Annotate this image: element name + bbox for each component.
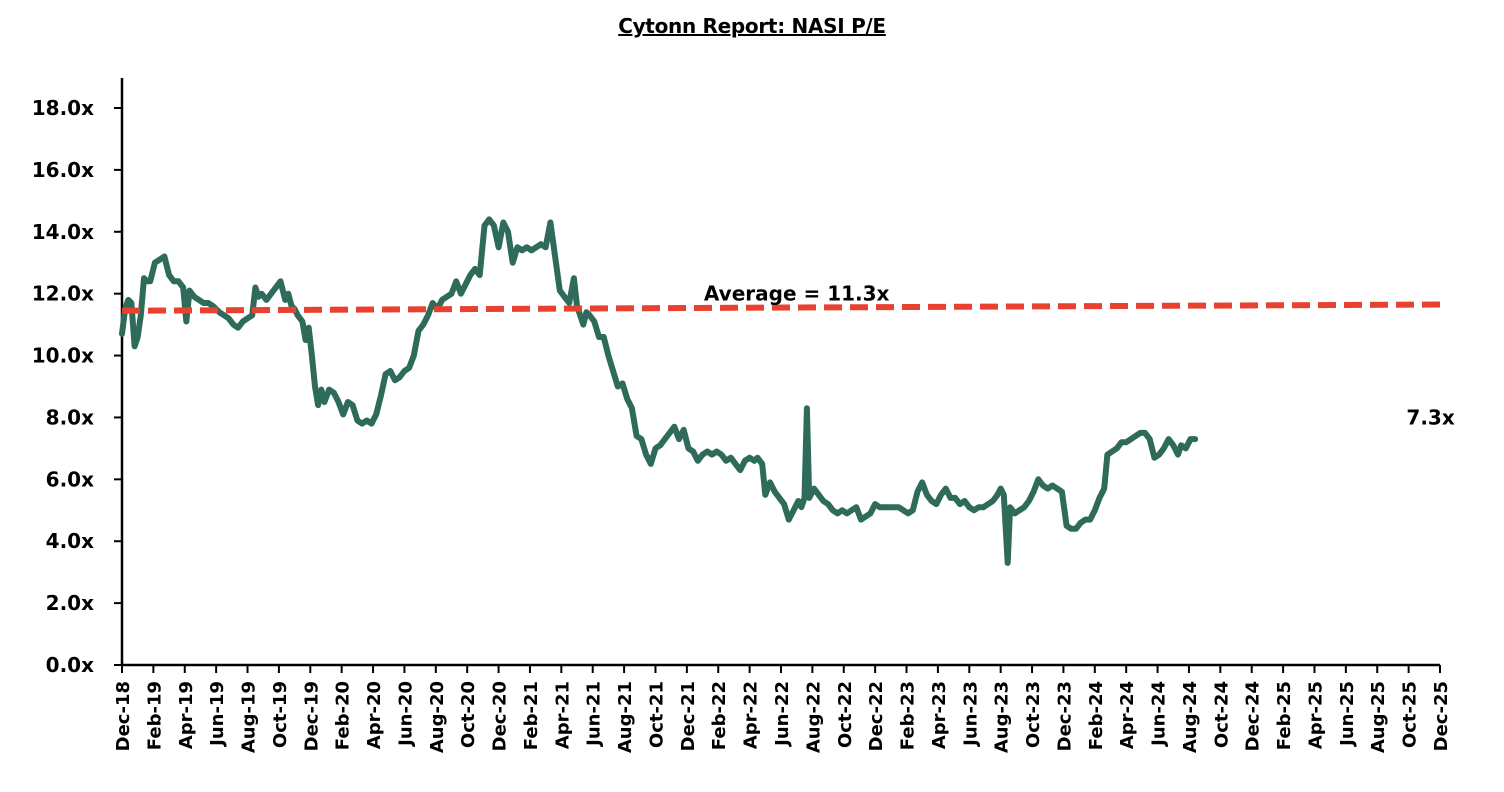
y-tick-label: 14.0x bbox=[32, 220, 94, 244]
x-tick-label: Aug-24 bbox=[1180, 681, 1201, 753]
x-tick-label: Oct-20 bbox=[458, 681, 479, 748]
x-tick-label: Jun-22 bbox=[772, 681, 793, 748]
x-tick-label: Oct-22 bbox=[835, 681, 856, 748]
x-tick-label: Jun-25 bbox=[1337, 681, 1358, 748]
last-value-label: 7.3x bbox=[1406, 405, 1454, 429]
x-tick-label: Feb-23 bbox=[898, 681, 919, 750]
x-tick-label: Apr-22 bbox=[741, 681, 762, 749]
x-tick-label: Aug-23 bbox=[992, 681, 1013, 753]
x-tick-label: Dec-20 bbox=[490, 681, 511, 751]
x-tick-label: Aug-20 bbox=[427, 681, 448, 753]
x-tick-label: Dec-23 bbox=[1054, 681, 1075, 751]
x-tick-label: Jun-21 bbox=[584, 681, 605, 748]
x-tick-label: Feb-20 bbox=[333, 681, 354, 750]
x-tick-label: Apr-19 bbox=[176, 681, 197, 749]
x-tick-label: Dec-24 bbox=[1243, 681, 1264, 751]
x-tick-label: Jun-19 bbox=[207, 681, 228, 748]
x-tick-label: Dec-22 bbox=[866, 681, 887, 751]
y-tick-label: 18.0x bbox=[32, 96, 94, 120]
x-tick-label: Feb-21 bbox=[521, 681, 542, 750]
x-tick-label: Oct-21 bbox=[646, 681, 667, 748]
x-tick-label: Oct-23 bbox=[1023, 681, 1044, 748]
y-tick-label: 0.0x bbox=[46, 653, 94, 677]
x-tick-label: Jun-23 bbox=[960, 681, 981, 748]
x-tick-label: Aug-25 bbox=[1368, 681, 1389, 753]
x-tick-label: Dec-18 bbox=[113, 681, 134, 751]
average-label: Average = 11.3x bbox=[704, 282, 890, 306]
x-tick-label: Oct-19 bbox=[270, 681, 291, 748]
y-tick-label: 10.0x bbox=[32, 344, 94, 368]
annotations: Average = 11.3x 7.3x bbox=[704, 282, 1455, 430]
x-tick-label: Feb-25 bbox=[1274, 681, 1295, 750]
y-tick-label: 8.0x bbox=[46, 405, 94, 429]
y-axis: 0.0x 2.0x 4.0x 6.0x 8.0x 10.0x 12.0x 14.0x 16.0x… bbox=[32, 78, 124, 677]
series-layer bbox=[119, 216, 1441, 566]
x-tick-label: Feb-24 bbox=[1086, 681, 1107, 750]
x-tick-label: Dec-21 bbox=[678, 681, 699, 751]
x-tick-label: Apr-20 bbox=[364, 681, 385, 749]
x-tick-label: Aug-19 bbox=[239, 681, 260, 753]
x-tick-label: Aug-21 bbox=[615, 681, 636, 753]
x-tick-label: Apr-25 bbox=[1305, 681, 1326, 749]
y-tick-label: 4.0x bbox=[46, 529, 94, 553]
x-tick-label: Jun-24 bbox=[1149, 681, 1170, 748]
average-line bbox=[121, 301, 1441, 314]
x-tick-label: Feb-19 bbox=[144, 681, 165, 750]
x-tick-label: Apr-24 bbox=[1117, 681, 1138, 749]
x-tick-label: Aug-22 bbox=[803, 681, 824, 753]
x-tick-label: Jun-20 bbox=[395, 681, 416, 748]
chart-title: Cytonn Report: NASI P/E bbox=[618, 14, 886, 38]
x-axis: Dec-18 Feb-19 Apr-19 Jun-19 Aug-19 Oct-19 Dec-… bbox=[113, 663, 1452, 753]
x-tick-label: Dec-25 bbox=[1431, 681, 1452, 751]
y-tick-label: 16.0x bbox=[32, 158, 94, 182]
x-tick-label: Feb-22 bbox=[709, 681, 730, 750]
x-tick-label: Oct-25 bbox=[1400, 681, 1421, 748]
y-tick-label: 6.0x bbox=[46, 467, 94, 491]
pe-series-line bbox=[119, 216, 1199, 566]
x-tick-label: Dec-19 bbox=[301, 681, 322, 751]
y-tick-label: 12.0x bbox=[32, 282, 94, 306]
y-tick-label: 2.0x bbox=[46, 591, 94, 615]
x-tick-label: Apr-21 bbox=[552, 681, 573, 749]
x-tick-label: Apr-23 bbox=[929, 681, 950, 749]
x-tick-label: Oct-24 bbox=[1211, 681, 1232, 748]
